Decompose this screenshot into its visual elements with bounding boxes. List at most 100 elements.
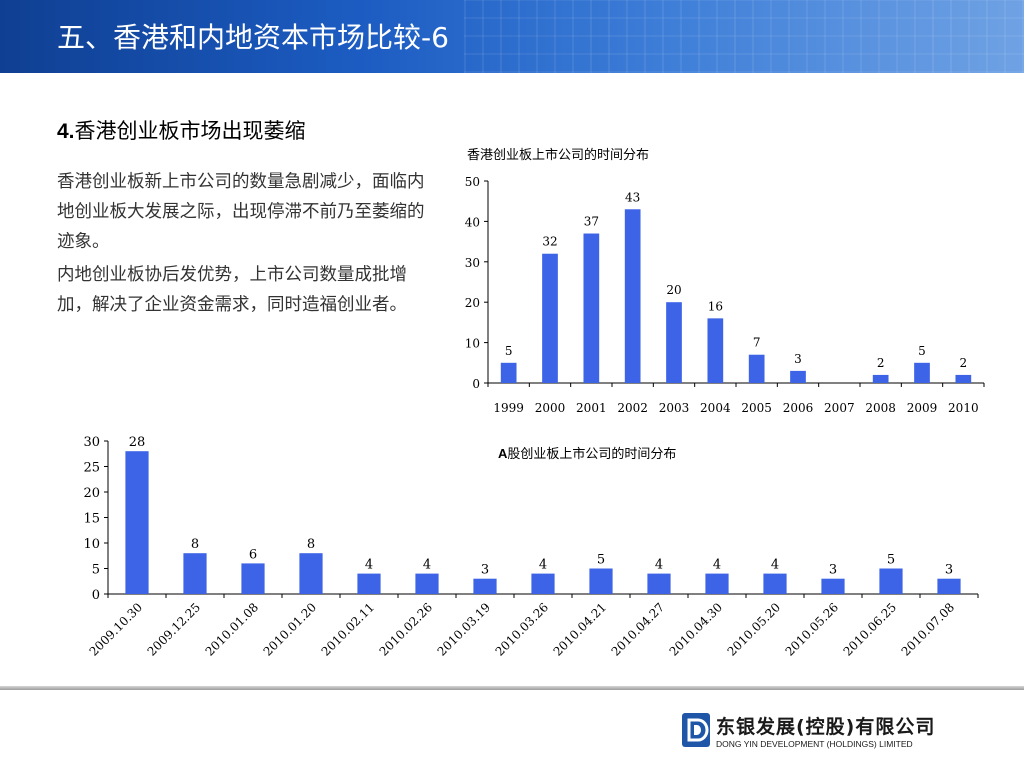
- bar: [583, 233, 600, 383]
- a-share-chart-title: A股创业板上市公司的时间分布: [498, 443, 676, 462]
- a-share-chart-title-prefix: A: [498, 446, 508, 461]
- bar: [955, 374, 972, 383]
- company-name-en: DONG YIN DEVELOPMENT (HOLDINGS) LIMITED: [716, 739, 913, 749]
- x-category-label: 2004: [700, 401, 731, 415]
- bar-value-label: 20: [666, 283, 681, 297]
- bar: [589, 568, 613, 594]
- bar: [542, 253, 558, 383]
- bar: [357, 573, 381, 594]
- bar-value-label: 4: [539, 558, 547, 573]
- bar-value-label: 4: [771, 558, 779, 573]
- bar: [914, 362, 930, 383]
- y-tick-label: 40: [465, 215, 480, 229]
- bar-value-label: 43: [625, 190, 640, 204]
- x-category-label: 1999: [493, 401, 524, 415]
- bar: [707, 318, 724, 383]
- section-title: 4.香港创业板市场出现萎缩: [57, 117, 306, 146]
- bar: [415, 573, 439, 594]
- a-share-chart-title-text: 股创业板上市公司的时间分布: [507, 447, 677, 462]
- bar-value-label: 3: [829, 563, 837, 578]
- company-name-cn: 东银发展(控股)有限公司: [716, 716, 936, 738]
- x-category-label: 2010.07.08: [899, 600, 957, 658]
- bar: [183, 553, 207, 594]
- page-title: 五、香港和内地资本市场比较-6: [57, 21, 449, 54]
- x-category-label: 2010: [948, 401, 979, 415]
- paragraph-1: 香港创业板新上市公司的数量急剧减少，面临内地创业板大发展之际，出现停滞不前乃至萎…: [57, 172, 425, 252]
- y-tick-label: 5: [92, 563, 100, 578]
- y-tick-label: 0: [92, 588, 100, 603]
- bar: [790, 370, 806, 383]
- bar: [647, 573, 671, 594]
- bar-value-label: 3: [794, 352, 802, 366]
- x-category-label: 2005: [741, 401, 772, 415]
- x-category-label: 2006: [783, 401, 814, 415]
- footer-divider: [0, 686, 1024, 690]
- bar-value-label: 32: [542, 235, 557, 249]
- bar-value-label: 4: [365, 558, 373, 573]
- bar-value-label: 8: [307, 537, 315, 552]
- x-category-label: 2010.05.20: [725, 600, 783, 658]
- header-pattern: [464, 0, 1024, 73]
- bar-value-label: 6: [249, 547, 257, 562]
- x-category-label: 2010.03.26: [493, 600, 551, 658]
- x-category-label: 2010.02.11: [319, 600, 377, 658]
- x-category-label: 2010.04.21: [551, 600, 609, 658]
- x-category-label: 2007: [824, 401, 855, 415]
- x-category-label: 2010.01.08: [203, 600, 261, 658]
- bar-value-label: 3: [945, 563, 953, 578]
- y-tick-label: 20: [465, 296, 480, 310]
- bar: [500, 362, 517, 383]
- y-tick-label: 30: [465, 256, 480, 270]
- hk-chart-title: 香港创业板上市公司的时间分布: [467, 148, 650, 163]
- x-category-label: 2000: [535, 401, 566, 415]
- y-tick-label: 30: [83, 435, 100, 450]
- y-tick-label: 50: [465, 175, 480, 189]
- y-tick-label: 15: [83, 512, 100, 527]
- bar: [299, 553, 323, 594]
- bar: [624, 209, 641, 383]
- bar-value-label: 7: [753, 336, 761, 350]
- bar: [241, 563, 265, 594]
- bar-value-label: 4: [713, 558, 721, 573]
- bar: [705, 573, 729, 594]
- bar-value-label: 8: [191, 537, 199, 552]
- bar-value-label: 5: [918, 344, 926, 358]
- x-category-label: 2010.06.25: [841, 600, 899, 658]
- bar-value-label: 5: [505, 344, 513, 358]
- x-category-label: 2009.10.30: [87, 600, 145, 658]
- x-category-label: 2003: [659, 401, 690, 415]
- y-tick-label: 25: [83, 461, 100, 476]
- bar: [473, 578, 497, 594]
- y-tick-label: 0: [472, 377, 480, 391]
- bar-value-label: 16: [708, 299, 723, 313]
- bar-value-label: 4: [655, 558, 663, 573]
- x-category-label: 2009: [907, 401, 938, 415]
- bar: [531, 573, 555, 594]
- y-tick-label: 10: [465, 337, 480, 351]
- x-category-label: 2010.04.30: [667, 600, 725, 658]
- bar: [872, 374, 889, 383]
- paragraph-2: 内地创业板协后发优势，上市公司数量成批增加，解决了企业资金需求，同时造福创业者。: [57, 265, 407, 315]
- x-category-label: 2010.02.26: [377, 600, 435, 658]
- x-category-label: 2010.01.20: [261, 600, 319, 658]
- bar: [937, 578, 961, 594]
- bar-value-label: 4: [423, 558, 431, 573]
- bar-value-label: 2: [877, 356, 885, 370]
- hk-gem-listing-chart: 0102030405051999322000372001432002202003…: [465, 175, 985, 415]
- x-category-label: 2002: [617, 401, 648, 415]
- section-number: 4.: [57, 120, 75, 143]
- section-heading: 香港创业板市场出现萎缩: [74, 119, 306, 143]
- bar-value-label: 3: [481, 563, 489, 578]
- x-category-label: 2010.03.19: [435, 600, 493, 658]
- bar-value-label: 28: [129, 435, 146, 450]
- header-banner: 五、香港和内地资本市场比较-6: [0, 0, 1024, 73]
- x-category-label: 2001: [576, 401, 607, 415]
- bar-value-label: 5: [887, 553, 895, 568]
- y-tick-label: 20: [83, 486, 100, 501]
- bar: [666, 302, 682, 383]
- bar: [879, 568, 903, 594]
- y-tick-label: 10: [83, 537, 100, 552]
- bar-value-label: 37: [584, 215, 599, 229]
- x-category-label: 2010.05.26: [783, 600, 841, 658]
